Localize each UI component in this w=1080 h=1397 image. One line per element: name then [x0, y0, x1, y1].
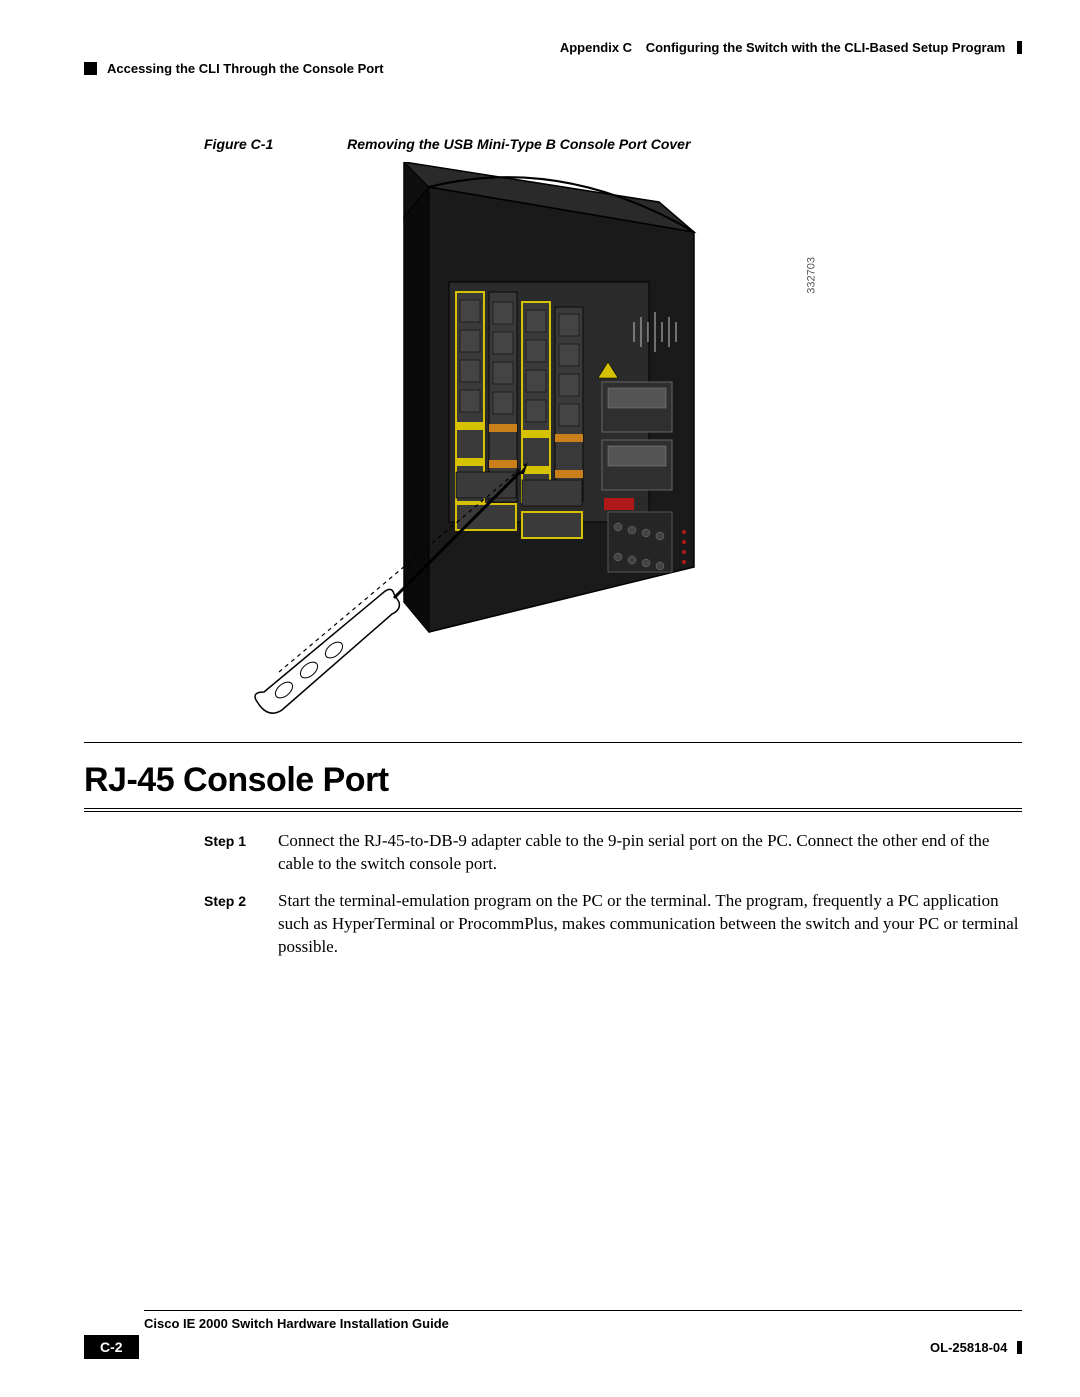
- section-divider: [84, 808, 1022, 812]
- step-text: Start the terminal-emulation program on …: [278, 890, 1022, 959]
- step-label: Step 1: [204, 830, 254, 876]
- appendix-title: Configuring the Switch with the CLI-Base…: [646, 40, 1006, 55]
- header-right: Appendix C Configuring the Switch with t…: [560, 40, 1022, 55]
- steps-list: Step 1 Connect the RJ-45-to-DB-9 adapter…: [204, 830, 1022, 959]
- appendix-label: Appendix C: [560, 40, 632, 55]
- header-section-title: Accessing the CLI Through the Console Po…: [107, 61, 384, 76]
- bullet-icon: [84, 62, 97, 75]
- step-item: Step 1 Connect the RJ-45-to-DB-9 adapter…: [204, 830, 1022, 876]
- doc-id: OL-25818-04: [930, 1340, 1007, 1355]
- step-label: Step 2: [204, 890, 254, 959]
- step-item: Step 2 Start the terminal-emulation prog…: [204, 890, 1022, 959]
- section-title: RJ-45 Console Port: [84, 761, 1022, 800]
- figure-caption: Figure C-1 Removing the USB Mini-Type B …: [204, 136, 1022, 152]
- page-footer: Cisco IE 2000 Switch Hardware Installati…: [84, 1310, 1022, 1359]
- header-left: Accessing the CLI Through the Console Po…: [84, 61, 1022, 76]
- page-header: Appendix C Configuring the Switch with t…: [84, 40, 1022, 55]
- footer-guide: Cisco IE 2000 Switch Hardware Installati…: [144, 1310, 1022, 1331]
- step-text: Connect the RJ-45-to-DB-9 adapter cable …: [278, 830, 1022, 876]
- figure-c1: 332703: [204, 162, 824, 722]
- figure-id: 332703: [806, 257, 818, 294]
- switch-diagram-icon: [204, 162, 824, 722]
- page-number-badge: C-2: [84, 1335, 139, 1359]
- footer-bar-icon: [1017, 1341, 1022, 1354]
- figure-title: Removing the USB Mini-Type B Console Por…: [347, 136, 690, 152]
- divider: [84, 742, 1022, 743]
- header-bar-icon: [1017, 41, 1022, 54]
- figure-label: Figure C-1: [204, 136, 273, 152]
